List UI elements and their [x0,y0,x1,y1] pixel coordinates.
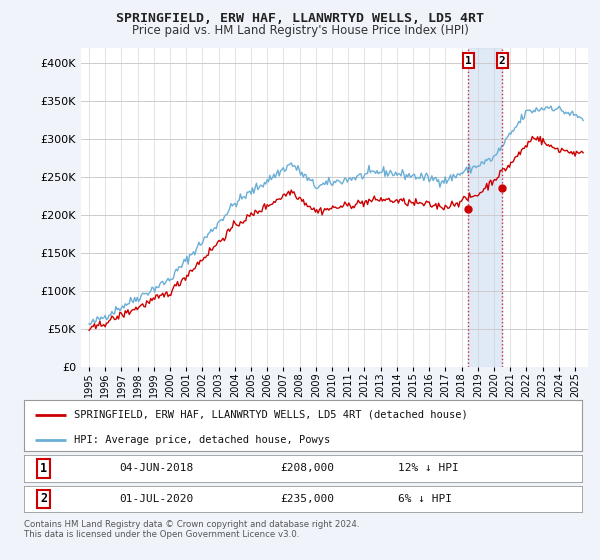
Text: 04-JUN-2018: 04-JUN-2018 [119,463,193,473]
Text: £235,000: £235,000 [281,494,335,504]
Text: 1: 1 [40,461,47,475]
Text: £208,000: £208,000 [281,463,335,473]
Text: 2: 2 [40,492,47,506]
Text: 1: 1 [465,55,472,66]
Text: HPI: Average price, detached house, Powys: HPI: Average price, detached house, Powy… [74,435,331,445]
Text: 2: 2 [499,55,506,66]
Text: 12% ↓ HPI: 12% ↓ HPI [398,463,458,473]
Text: SPRINGFIELD, ERW HAF, LLANWRTYD WELLS, LD5 4RT: SPRINGFIELD, ERW HAF, LLANWRTYD WELLS, L… [116,12,484,25]
Text: 6% ↓ HPI: 6% ↓ HPI [398,494,452,504]
Text: SPRINGFIELD, ERW HAF, LLANWRTYD WELLS, LD5 4RT (detached house): SPRINGFIELD, ERW HAF, LLANWRTYD WELLS, L… [74,409,468,419]
Text: 01-JUL-2020: 01-JUL-2020 [119,494,193,504]
Text: Contains HM Land Registry data © Crown copyright and database right 2024.
This d: Contains HM Land Registry data © Crown c… [24,520,359,539]
Text: Price paid vs. HM Land Registry's House Price Index (HPI): Price paid vs. HM Land Registry's House … [131,24,469,37]
Bar [469,48,502,367]
